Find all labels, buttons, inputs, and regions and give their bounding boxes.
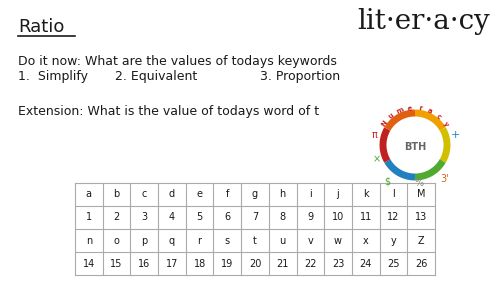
Text: %: % bbox=[414, 178, 424, 188]
Text: 3. Proportion: 3. Proportion bbox=[260, 70, 340, 83]
Text: e: e bbox=[407, 105, 412, 112]
Text: a: a bbox=[86, 189, 92, 199]
Text: 3: 3 bbox=[141, 212, 148, 223]
Text: a: a bbox=[426, 107, 433, 115]
Text: v: v bbox=[308, 235, 314, 246]
Text: ×: × bbox=[373, 154, 381, 164]
Text: r: r bbox=[198, 235, 202, 246]
Text: Ratio: Ratio bbox=[18, 18, 64, 36]
Text: 21: 21 bbox=[276, 259, 289, 269]
Text: Do it now: What are the values of todays keywords: Do it now: What are the values of todays… bbox=[18, 55, 337, 68]
Text: c: c bbox=[435, 113, 442, 120]
Text: w: w bbox=[334, 235, 342, 246]
Text: 9: 9 bbox=[308, 212, 314, 223]
Text: x: x bbox=[363, 235, 368, 246]
Text: 25: 25 bbox=[387, 259, 400, 269]
Text: $: $ bbox=[384, 176, 390, 186]
Text: 26: 26 bbox=[415, 259, 428, 269]
Text: b: b bbox=[114, 189, 119, 199]
Text: j: j bbox=[336, 189, 340, 199]
Text: q: q bbox=[169, 235, 175, 246]
Text: r: r bbox=[418, 105, 422, 112]
Text: 6: 6 bbox=[224, 212, 230, 223]
Text: y: y bbox=[390, 235, 396, 246]
Text: 1.  Simplify: 1. Simplify bbox=[18, 70, 88, 83]
Text: 8: 8 bbox=[280, 212, 286, 223]
Text: N: N bbox=[380, 120, 389, 128]
Text: n: n bbox=[86, 235, 92, 246]
Text: u: u bbox=[280, 235, 286, 246]
Text: lit·er·a·cy: lit·er·a·cy bbox=[357, 8, 490, 35]
Text: c: c bbox=[142, 189, 147, 199]
Text: 22: 22 bbox=[304, 259, 316, 269]
Text: i: i bbox=[309, 189, 312, 199]
Text: o: o bbox=[114, 235, 119, 246]
Text: t: t bbox=[253, 235, 257, 246]
Text: 2. Equivalent: 2. Equivalent bbox=[115, 70, 197, 83]
Text: d: d bbox=[169, 189, 175, 199]
Text: k: k bbox=[363, 189, 368, 199]
Text: Z: Z bbox=[418, 235, 424, 246]
Text: 7: 7 bbox=[252, 212, 258, 223]
Text: u: u bbox=[388, 112, 396, 120]
Text: 12: 12 bbox=[388, 212, 400, 223]
Text: g: g bbox=[252, 189, 258, 199]
Text: 13: 13 bbox=[415, 212, 428, 223]
Text: 24: 24 bbox=[360, 259, 372, 269]
Text: m: m bbox=[396, 107, 405, 115]
Text: M: M bbox=[417, 189, 426, 199]
Text: l: l bbox=[392, 189, 395, 199]
Text: 4: 4 bbox=[169, 212, 175, 223]
Text: 11: 11 bbox=[360, 212, 372, 223]
Text: π: π bbox=[372, 130, 378, 140]
Text: 23: 23 bbox=[332, 259, 344, 269]
Text: 15: 15 bbox=[110, 259, 122, 269]
Text: 18: 18 bbox=[194, 259, 205, 269]
Text: 5: 5 bbox=[196, 212, 202, 223]
Text: 10: 10 bbox=[332, 212, 344, 223]
Text: +: + bbox=[450, 130, 460, 140]
Text: 1: 1 bbox=[86, 212, 92, 223]
Text: p: p bbox=[141, 235, 148, 246]
Text: 2: 2 bbox=[114, 212, 119, 223]
Text: e: e bbox=[196, 189, 202, 199]
Text: 14: 14 bbox=[82, 259, 95, 269]
Text: Extension: What is the value of todays word of t: Extension: What is the value of todays w… bbox=[18, 105, 319, 118]
Text: y: y bbox=[442, 120, 449, 127]
Text: 17: 17 bbox=[166, 259, 178, 269]
Text: 16: 16 bbox=[138, 259, 150, 269]
Text: s: s bbox=[224, 235, 230, 246]
Text: 3': 3' bbox=[440, 174, 450, 184]
Text: 19: 19 bbox=[221, 259, 234, 269]
Text: f: f bbox=[226, 189, 229, 199]
Text: 20: 20 bbox=[249, 259, 261, 269]
Circle shape bbox=[392, 122, 438, 168]
Text: BTH: BTH bbox=[404, 142, 426, 152]
Text: h: h bbox=[280, 189, 286, 199]
